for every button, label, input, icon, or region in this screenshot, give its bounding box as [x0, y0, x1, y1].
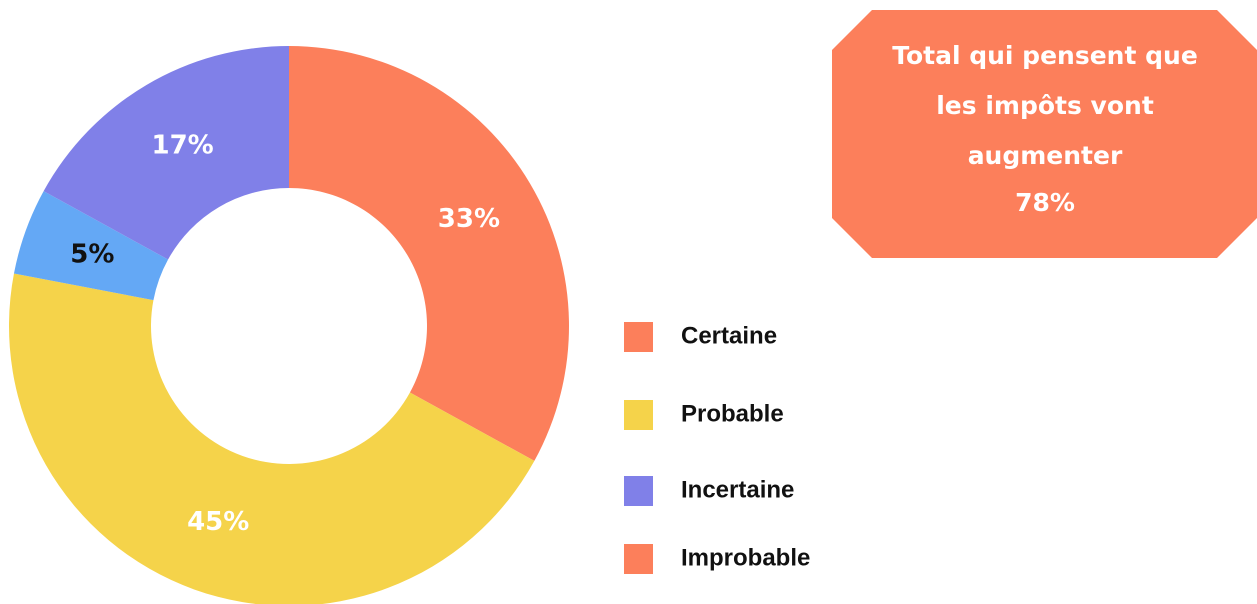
- donut-slice: [9, 273, 535, 604]
- callout-text: augmenter: [968, 141, 1123, 170]
- legend-swatch: [624, 400, 653, 430]
- legend-swatch: [624, 476, 653, 506]
- legend-label: Certaine: [681, 322, 777, 349]
- callout-text: les impôts vont: [936, 91, 1154, 120]
- donut-slice: [43, 46, 290, 260]
- legend-swatch: [624, 544, 653, 574]
- callout-box: [832, 10, 1257, 258]
- legend-label: Incertaine: [681, 476, 794, 503]
- donut-slice: [13, 191, 169, 301]
- legend-swatch: [624, 322, 653, 352]
- data-label: 17%: [151, 131, 213, 161]
- callout-value: 78%: [1015, 188, 1075, 217]
- legend-label: Probable: [681, 400, 784, 427]
- callout-text: Total qui pensent que: [892, 41, 1198, 70]
- data-label: 5%: [70, 240, 114, 270]
- data-label: 45%: [187, 507, 249, 537]
- donut-slice: [289, 46, 569, 461]
- data-label: 33%: [438, 204, 500, 234]
- legend-label: Improbable: [681, 544, 810, 571]
